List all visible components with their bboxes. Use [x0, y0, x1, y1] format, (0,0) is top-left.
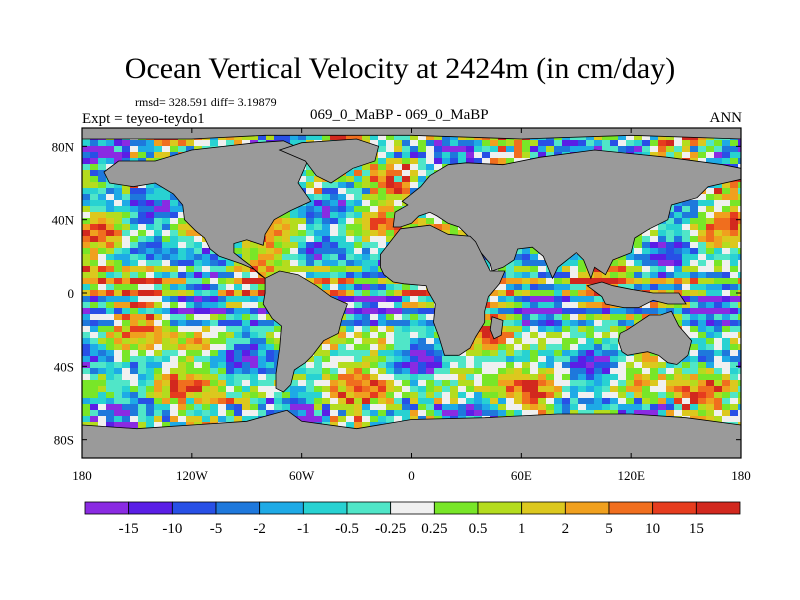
colorbar-swatch: [695, 501, 741, 515]
colorbar-swatch: [521, 501, 566, 515]
colorbar-label: 5: [605, 521, 613, 537]
colorbar-swatch: [390, 501, 435, 515]
lon-tick-label: 180: [72, 468, 92, 483]
north-america-land: [103, 140, 312, 279]
colorbar-label: -15: [119, 521, 139, 537]
colorbar-label: 1: [518, 521, 526, 537]
colorbar-swatch: [477, 501, 523, 515]
case-label: 069_0_MaBP - 069_0_MaBP: [310, 107, 489, 123]
lon-tick-label: 120E: [617, 468, 645, 483]
colorbar-swatch: [608, 501, 654, 515]
colorbar-swatch: [84, 501, 130, 515]
colorbar-swatch: [302, 501, 348, 515]
colorbar-label: 0.5: [469, 521, 488, 537]
eurasia-land: [392, 149, 741, 280]
lon-tick-label: 60E: [511, 468, 532, 483]
colorbar: -15 -10 -5 -2 -1 -0.5 -0.25 0.25 0.5 1 2 5 10 15: [84, 501, 741, 537]
colorbar-label: -0.5: [335, 521, 359, 537]
antarctica-land: [82, 409, 741, 458]
stats-text: rmsd= 328.591 diff= 3.19879: [135, 95, 277, 109]
colorbar-label: -10: [162, 521, 182, 537]
madagascar-land: [489, 316, 504, 340]
colorbar-label: -1: [297, 521, 310, 537]
colorbar-swatch: [564, 501, 610, 515]
colorbar-swatch: [433, 501, 479, 515]
colorbar-label: 0.25: [421, 521, 447, 537]
lon-tick-label: 120W: [176, 468, 209, 483]
colorbar-swatch: [215, 501, 261, 515]
lon-tick-label: 180: [731, 468, 751, 483]
colorbar-label: -0.25: [375, 521, 406, 537]
lat-tick-label: 40N: [52, 213, 75, 228]
experiment-label: Expt = teyeo-teydo1: [82, 111, 205, 127]
australia-land: [617, 310, 693, 365]
colorbar-label: -5: [210, 521, 223, 537]
lat-tick-label: 40S: [54, 359, 74, 374]
colorbar-label: -2: [253, 521, 266, 537]
lon-tick-label: 0: [408, 468, 415, 483]
south-america-land: [262, 270, 348, 393]
maritime-continent-land: [586, 281, 687, 309]
colorbar-label: 10: [645, 521, 660, 537]
colorbar-swatch: [128, 501, 173, 515]
colorbar-swatch: [652, 501, 697, 515]
colorbar-swatch: [346, 501, 392, 515]
greenland-land: [278, 138, 380, 184]
colorbar-swatch: [259, 501, 304, 515]
arctic-land: [82, 128, 741, 140]
colorbar-label: 15: [689, 521, 704, 537]
lat-tick-label: 80S: [54, 433, 74, 448]
map-title: Ocean Vertical Velocity at 2424m (in cm/…: [124, 52, 676, 85]
colorbar-label: 2: [562, 521, 570, 537]
lon-tick-label: 60W: [289, 468, 315, 483]
season-label: ANN: [709, 110, 743, 126]
colorbar-swatch: [171, 501, 217, 515]
lat-tick-label: 0: [68, 286, 75, 301]
land-mask: [82, 128, 741, 458]
africa-land: [379, 224, 506, 356]
lat-tick-label: 80N: [52, 139, 75, 154]
